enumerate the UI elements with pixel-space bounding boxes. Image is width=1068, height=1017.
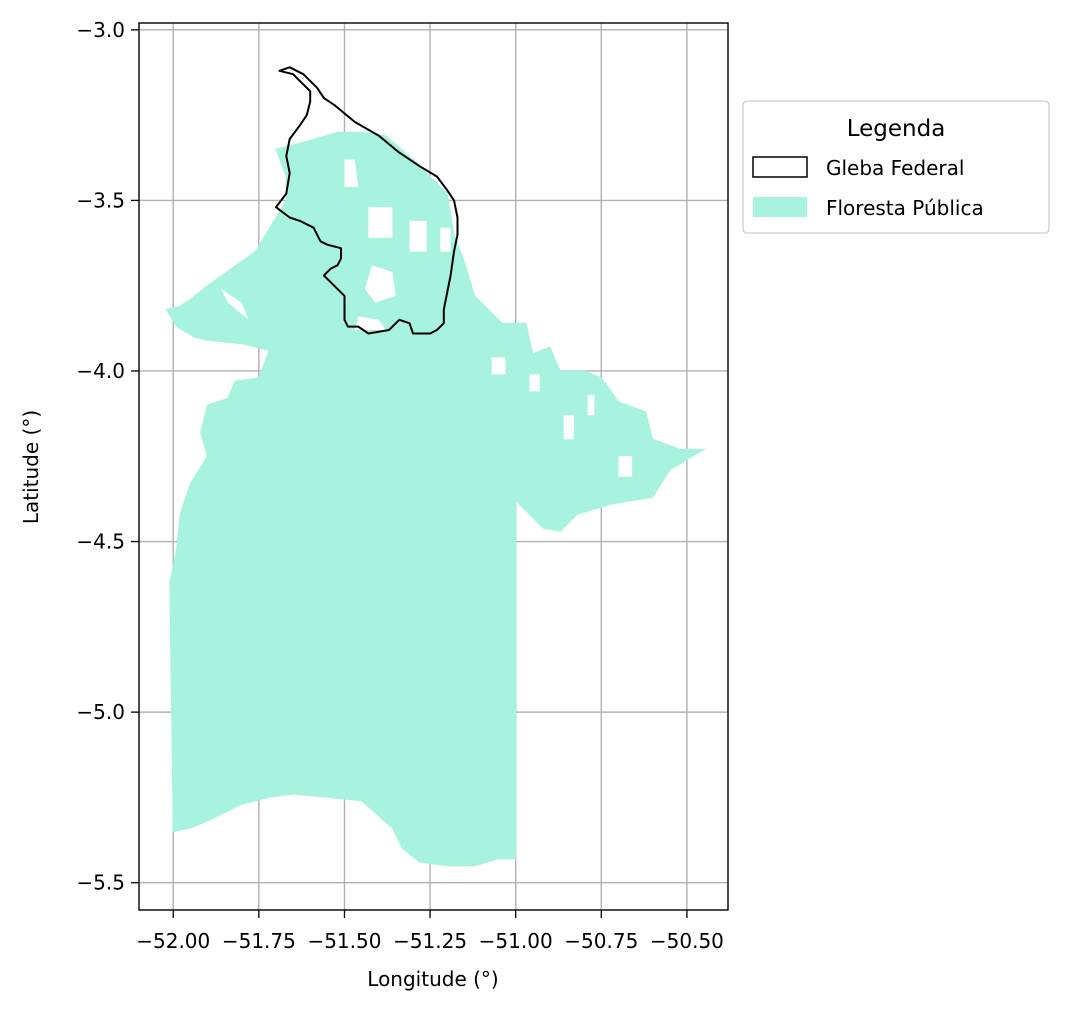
y-tick-label: −4.0 (76, 359, 125, 383)
legend-label-gleba-federal: Gleba Federal (826, 156, 964, 180)
floresta-publica-layer (165, 131, 706, 867)
legend: Legenda Gleba Federal Floresta Pública (742, 100, 1050, 234)
y-axis-label: Latitude (°) (19, 410, 43, 524)
forest-gap (529, 374, 540, 392)
x-tick-label: −51.75 (222, 929, 296, 953)
legend-swatch-gleba-federal (752, 156, 808, 178)
y-tick-label: −3.0 (76, 18, 125, 42)
x-axis-label: Longitude (°) (367, 967, 498, 991)
gleba-federal-layer (275, 66, 459, 335)
x-tick-label: −50.75 (564, 929, 638, 953)
forest-gap (618, 456, 633, 477)
x-tick-label: −51.00 (479, 929, 553, 953)
gleba-federal-outline (275, 66, 459, 335)
forest-gap (491, 357, 506, 375)
forest-gap (368, 207, 393, 238)
forest-gap (354, 316, 386, 330)
forest-gap (409, 220, 427, 252)
floresta-publica-area (165, 131, 706, 867)
forest-gap (221, 289, 249, 320)
legend-box (742, 100, 1050, 234)
forest-gap (587, 394, 595, 416)
axes-frame (138, 22, 729, 911)
x-tick-label: −51.50 (307, 929, 381, 953)
y-tick-label: −3.5 (76, 188, 125, 212)
forest-gap (344, 159, 359, 187)
x-tick-label: −51.25 (393, 929, 467, 953)
legend-title: Legenda (847, 116, 946, 142)
x-tick-label: −50.50 (650, 929, 724, 953)
forest-gap (440, 227, 451, 252)
y-tick-label: −4.5 (76, 530, 125, 554)
forest-gaps (221, 159, 633, 477)
y-tick-label: −5.0 (76, 700, 125, 724)
forest-gap (563, 415, 574, 440)
y-axis-ticks: −3.0 −3.5 −4.0 −4.5 −5.0 −5.5 (76, 18, 139, 895)
x-tick-label: −52.00 (136, 929, 210, 953)
y-tick-label: −5.5 (76, 871, 125, 895)
x-axis-ticks: −52.00 −51.75 −51.50 −51.25 −51.00 −50.75 −50.… (136, 910, 724, 953)
forest-gap (365, 265, 396, 303)
legend-swatch-floresta-publica (753, 197, 807, 217)
legend-label-floresta-publica: Floresta Pública (826, 196, 984, 220)
